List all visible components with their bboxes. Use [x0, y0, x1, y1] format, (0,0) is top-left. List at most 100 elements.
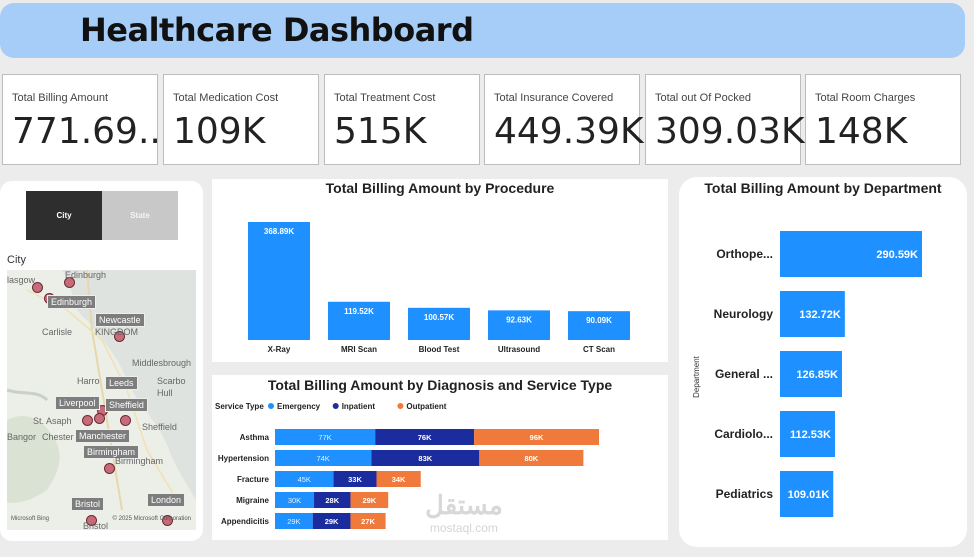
city-marker[interactable] — [104, 463, 115, 474]
diagnosis-segment-label: 33K — [348, 475, 362, 484]
department-category-label: Neurology — [714, 307, 774, 321]
diagnosis-category-label: Fracture — [237, 475, 270, 484]
department-bar[interactable] — [780, 351, 842, 397]
department-bar-chart[interactable]: Department 290.59K Orthope... 132.72K Neurol… — [679, 177, 967, 547]
diagnosis-segment-label: 29K — [287, 517, 300, 526]
diagnosis-bar-segment[interactable] — [375, 429, 475, 445]
city-marker[interactable] — [86, 515, 97, 526]
city-marker[interactable] — [162, 515, 173, 526]
department-chart-title: Total Billing Amount by Department — [704, 180, 942, 196]
legend-marker — [332, 403, 339, 409]
diagnosis-category-label: Appendicitis — [221, 517, 270, 526]
procedure-bar-chart[interactable]: 368.89K X-Ray 119.52K MRI Scan 100.57K Blood … — [212, 179, 668, 362]
department-category-label: Orthope... — [716, 247, 773, 261]
department-bar-label: 132.72K — [799, 309, 841, 321]
department-category-label: Pediatrics — [716, 487, 774, 501]
map-place-label: Leeds — [105, 376, 138, 390]
diagnosis-segment-label: 96K — [530, 433, 544, 442]
procedure-bar[interactable] — [568, 311, 630, 340]
map-place-label: Birmingham — [83, 445, 140, 459]
procedure-bar[interactable] — [488, 310, 550, 340]
department-bar[interactable] — [780, 291, 845, 337]
diagnosis-bar-segment[interactable] — [350, 513, 386, 529]
kpi-card-insurance-covered[interactable]: Total Insurance Covered 449.39K — [484, 74, 644, 165]
watermark-logo: مستقل — [425, 490, 503, 520]
department-bar[interactable] — [780, 231, 922, 277]
map-place-label: Bristol — [71, 497, 105, 511]
diagnosis-bar-segment[interactable] — [275, 471, 334, 487]
legend-label[interactable]: Outpatient — [406, 402, 446, 411]
diagnosis-category-label: Hypertension — [218, 454, 269, 463]
department-bar[interactable] — [780, 471, 834, 517]
map-place-label: Sheffield — [105, 398, 148, 412]
procedure-bar-label: 368.89K — [264, 227, 294, 236]
kpi-label: Total Billing Amount — [12, 92, 108, 104]
diagnosis-segment-label: 28K — [325, 496, 339, 505]
map-place-label: Birmingham — [115, 456, 164, 466]
city-marker[interactable] — [64, 277, 75, 288]
diagnosis-segment-label: 83K — [418, 454, 432, 463]
procedure-bar[interactable] — [408, 307, 470, 340]
state-toggle-button[interactable]: State — [102, 191, 178, 240]
city-marker[interactable] — [120, 415, 131, 426]
diagnosis-segment-label: 29K — [362, 496, 376, 505]
diagnosis-bar-segment[interactable] — [275, 513, 313, 529]
wales-shape — [7, 415, 60, 503]
legend-marker — [268, 403, 274, 409]
watermark-site: mostaql.com — [429, 521, 498, 535]
kpi-card-medication-cost[interactable]: Total Medication Cost 109K — [163, 74, 319, 165]
city-toggle-button[interactable]: City — [26, 191, 102, 240]
map-credits: Microsoft Bing © 2025 Microsoft Corporati… — [11, 516, 191, 522]
procedure-bar-label: 119.52K — [344, 307, 374, 316]
diagnosis-bar-segment[interactable] — [371, 450, 480, 466]
procedure-bar-label: 90.09K — [586, 316, 612, 325]
kpi-value: 148K — [815, 111, 908, 152]
department-axis-label: Department — [692, 355, 701, 398]
diagnosis-bar-segment[interactable] — [474, 429, 599, 445]
map-place-label: Edinburgh — [65, 270, 107, 280]
kpi-card-room-charges[interactable]: Total Room Charges 148K — [805, 74, 961, 165]
diagnosis-bar-segment[interactable] — [275, 429, 376, 445]
diagnosis-bar-segment[interactable] — [275, 450, 372, 466]
city-map[interactable]: lasgow Edinburgh Edinburgh Newcastle Carlisl… — [7, 270, 196, 530]
map-place-label: KINGDOM — [95, 327, 139, 337]
city-marker[interactable] — [114, 331, 125, 342]
procedure-category-label: Blood Test — [419, 345, 460, 354]
kpi-card-total-billing[interactable]: Total Billing Amount 771.69... — [2, 74, 172, 165]
diagnosis-segment-label: 29K — [325, 517, 339, 526]
procedure-category-label: Ultrasound — [498, 345, 540, 354]
legend-title: Service Type — [215, 402, 264, 411]
city-marker[interactable] — [94, 413, 105, 424]
diagnosis-bar-segment[interactable] — [376, 471, 421, 487]
road-line — [86, 270, 123, 511]
diagnosis-bar-segment[interactable] — [479, 450, 584, 466]
department-bar-label: 112.53K — [790, 429, 831, 441]
diagnosis-bar-segment[interactable] — [350, 492, 389, 508]
city-marker[interactable] — [32, 282, 43, 293]
diagnosis-bar-segment[interactable] — [314, 492, 351, 508]
diagnosis-segment-label: 45K — [298, 475, 311, 484]
city-marker[interactable] — [82, 415, 93, 426]
map-place-label: Edinburgh — [47, 295, 97, 309]
procedure-category-label: X-Ray — [268, 345, 291, 354]
page-title: Healthcare Dashboard — [80, 11, 474, 49]
kpi-card-out-of-pocket[interactable]: Total out Of Pocked 309.03K — [645, 74, 805, 165]
legend-label[interactable]: Inpatient — [342, 402, 376, 411]
kpi-label: Total Insurance Covered — [494, 92, 614, 104]
diagnosis-bar-segment[interactable] — [275, 492, 315, 508]
department-bar-label: 290.59K — [876, 249, 918, 261]
procedure-bar[interactable] — [328, 301, 390, 340]
map-title: City — [7, 254, 26, 266]
department-bar[interactable] — [780, 411, 835, 457]
map-credit-text: © 2025 Microsoft Corporation — [112, 516, 191, 522]
legend-label[interactable]: Emergency — [277, 402, 321, 411]
kpi-card-treatment-cost[interactable]: Total Treatment Cost 515K — [324, 74, 480, 165]
diagnosis-bar-segment[interactable] — [312, 513, 351, 529]
diagnosis-stacked-bar-chart[interactable]: Service Type Emergency Inpatient Outpatient… — [212, 375, 668, 540]
diagnosis-bar-segment[interactable] — [333, 471, 377, 487]
kpi-label: Total Medication Cost — [173, 92, 279, 104]
procedure-bar[interactable] — [248, 222, 310, 340]
map-place-label: London — [147, 493, 186, 507]
map-place-label: Harro — [77, 376, 100, 386]
map-place-label: Chester — [42, 432, 74, 442]
